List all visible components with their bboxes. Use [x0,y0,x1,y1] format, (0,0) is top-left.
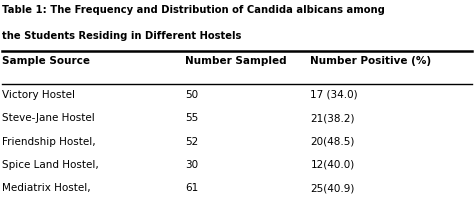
Text: Mediatrix Hostel,: Mediatrix Hostel, [2,183,91,193]
Text: Sample Source: Sample Source [2,56,91,66]
Text: Spice Land Hostel,: Spice Land Hostel, [2,160,99,170]
Text: 30: 30 [185,160,198,170]
Text: 55: 55 [185,113,198,123]
Text: Victory Hostel: Victory Hostel [2,90,75,100]
Text: 61: 61 [185,183,198,193]
Text: the Students Residing in Different Hostels: the Students Residing in Different Hoste… [2,31,242,41]
Text: 17 (34.0): 17 (34.0) [310,90,358,100]
Text: Table 1: The Frequency and Distribution of Candida albicans among: Table 1: The Frequency and Distribution … [2,5,385,15]
Text: Friendship Hostel,: Friendship Hostel, [2,137,96,146]
Text: Steve-Jane Hostel: Steve-Jane Hostel [2,113,95,123]
Text: 20(48.5): 20(48.5) [310,137,355,146]
Text: 50: 50 [185,90,198,100]
Text: Number Positive (%): Number Positive (%) [310,56,432,66]
Text: 52: 52 [185,137,198,146]
Text: 12(40.0): 12(40.0) [310,160,355,170]
Text: Number Sampled: Number Sampled [185,56,286,66]
Text: 21(38.2): 21(38.2) [310,113,355,123]
Text: 25(40.9): 25(40.9) [310,183,355,193]
